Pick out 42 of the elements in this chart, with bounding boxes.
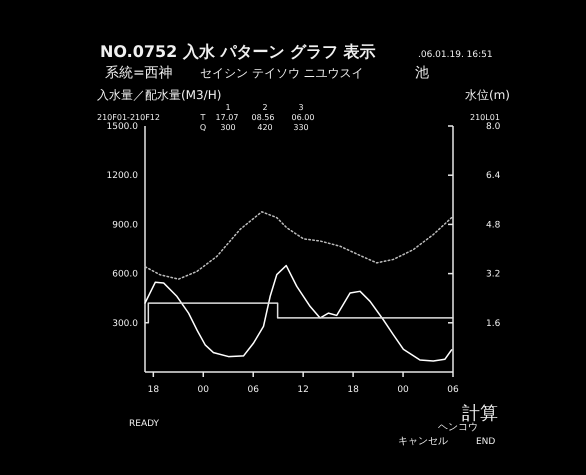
text: 08.56 <box>252 113 274 122</box>
y2-axis-title: 水位(m) <box>464 88 510 102</box>
annotation: 330 <box>293 123 309 132</box>
y-tick-label: 1200.0 <box>106 171 138 182</box>
x-tick-label: 12 <box>297 385 309 395</box>
y2-tick-label: 4.8 <box>486 220 501 230</box>
chart-subtitle: 系統=西神 <box>105 65 173 81</box>
annotation: 300 <box>220 123 236 132</box>
y-tick-label: 1500.0 <box>106 122 138 132</box>
text: END <box>476 437 496 447</box>
y2-tick-label: 3.2 <box>486 270 500 280</box>
y2-tick-label: 1.6 <box>486 318 501 329</box>
y2-tick-label: 8.0 <box>486 122 501 132</box>
x-tick-label: 00 <box>397 385 410 395</box>
text: 池 <box>415 65 429 81</box>
text: 17.07 <box>216 113 238 122</box>
x-tick-label: 18 <box>347 385 360 395</box>
y-axis-title: 入水量／配水量(M3/H) <box>97 88 222 102</box>
x-tick-label: 06 <box>247 385 260 395</box>
text: .06.01.19. 16:51 <box>418 50 493 60</box>
text: 3 <box>298 103 304 112</box>
text: ヘンコウ <box>438 422 478 433</box>
text: T <box>200 113 206 122</box>
x-tick-label: 00 <box>198 385 210 395</box>
text: 210F01-210F12 <box>97 113 160 122</box>
y-tick-label: 600.0 <box>112 270 138 280</box>
text: キャンセル <box>398 436 448 447</box>
text: 2 <box>262 103 268 112</box>
text: 06.00 <box>292 113 314 122</box>
y-tick-label: 900.0 <box>112 220 138 230</box>
chart-title: NO.0752 入水 パターン グラフ 表示 <box>100 42 376 61</box>
text: 1 <box>225 103 231 112</box>
text: 210L01 <box>470 113 500 122</box>
annotation: 420 <box>257 123 273 132</box>
y-tick-label: 300.0 <box>112 318 138 329</box>
text: 計算 <box>462 403 498 424</box>
text: セイシン テイソウ ニユウスイ <box>200 66 364 80</box>
y2-tick-label: 6.4 <box>486 171 501 182</box>
annotation: Q <box>200 123 206 132</box>
x-tick-label: 06 <box>447 385 459 395</box>
text: READY <box>129 419 160 429</box>
x-tick-label: 18 <box>148 385 160 395</box>
